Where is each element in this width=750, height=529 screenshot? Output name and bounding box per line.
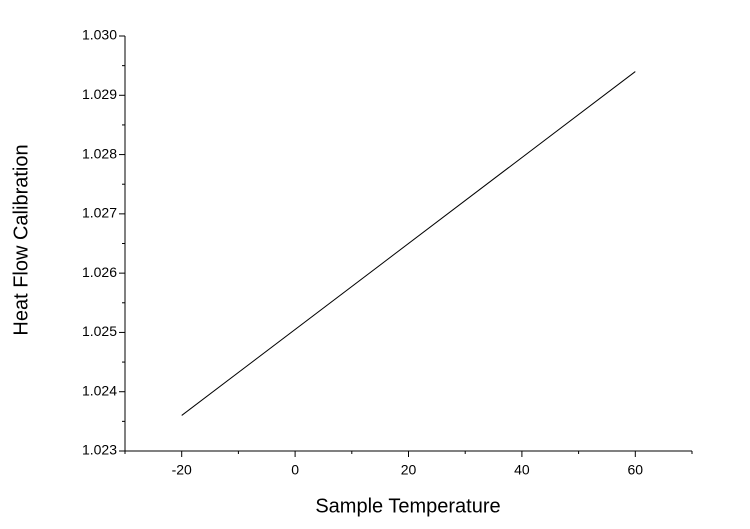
y-tick-label: 1.030 — [82, 27, 117, 43]
y-tick-label: 1.029 — [82, 86, 117, 102]
y-tick-label: 1.025 — [82, 323, 117, 339]
y-tick-label: 1.028 — [82, 145, 117, 161]
x-axis-title: Sample Temperature — [315, 495, 500, 517]
x-tick-label: 0 — [291, 462, 299, 478]
x-tick-label: -20 — [172, 462, 192, 478]
x-tick-label: 60 — [628, 462, 644, 478]
x-tick-label: 20 — [401, 462, 417, 478]
y-tick-label: 1.027 — [82, 205, 117, 221]
x-tick-label: 40 — [514, 462, 530, 478]
y-tick-label: 1.024 — [82, 382, 117, 398]
y-axis-title: Heat Flow Calibration — [10, 144, 32, 335]
data-line — [181, 71, 636, 416]
y-tick-label: 1.023 — [82, 442, 117, 458]
y-tick-label: 1.026 — [82, 264, 117, 280]
